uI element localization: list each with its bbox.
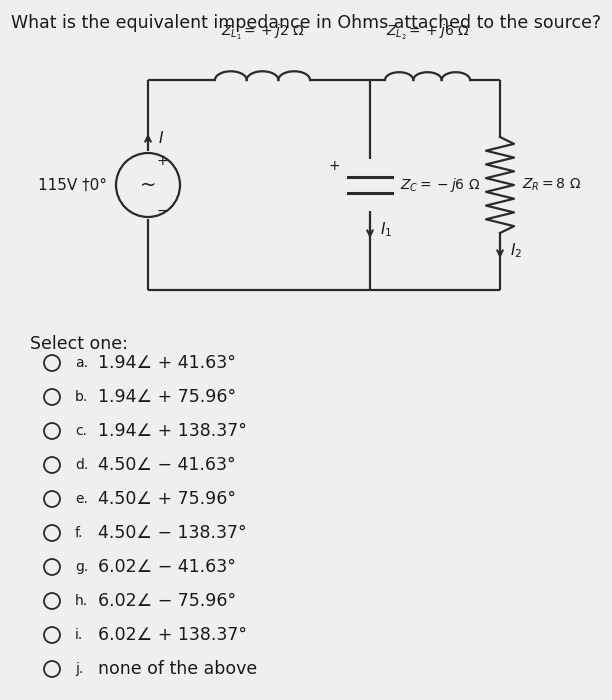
Text: d.: d. [75, 458, 88, 472]
Text: 4.50∠ + 75.96°: 4.50∠ + 75.96° [98, 490, 236, 508]
Text: 115V †0°: 115V †0° [39, 178, 108, 193]
Text: ~: ~ [140, 176, 156, 195]
Text: $I_2$: $I_2$ [510, 241, 522, 260]
Text: $Z_R= 8\ \Omega$: $Z_R= 8\ \Omega$ [522, 177, 581, 193]
Text: b.: b. [75, 390, 88, 404]
Text: +: + [329, 159, 340, 173]
Text: e.: e. [75, 492, 88, 506]
Text: 6.02∠ − 41.63°: 6.02∠ − 41.63° [98, 558, 236, 576]
Text: 1.94∠ + 138.37°: 1.94∠ + 138.37° [98, 422, 247, 440]
Text: f.: f. [75, 526, 83, 540]
Text: c.: c. [75, 424, 87, 438]
Text: −: − [156, 204, 168, 218]
Text: 1.94∠ + 41.63°: 1.94∠ + 41.63° [98, 354, 236, 372]
Text: none of the above: none of the above [98, 660, 257, 678]
Text: 1.94∠ + 75.96°: 1.94∠ + 75.96° [98, 388, 236, 406]
Text: $Z_C= -j6\ \Omega$: $Z_C= -j6\ \Omega$ [400, 176, 480, 194]
Text: What is the equivalent impedance in Ohms attached to the source?: What is the equivalent impedance in Ohms… [11, 14, 601, 32]
Text: +: + [156, 154, 168, 168]
Text: j.: j. [75, 662, 83, 676]
Text: a.: a. [75, 356, 88, 370]
Text: i.: i. [75, 628, 83, 642]
Text: $I_1$: $I_1$ [380, 220, 392, 239]
Text: $Z_{L_2}= +j6\ \Omega$: $Z_{L_2}= +j6\ \Omega$ [386, 23, 469, 42]
Text: 6.02∠ + 138.37°: 6.02∠ + 138.37° [98, 626, 247, 644]
Text: $I$: $I$ [158, 130, 164, 146]
Text: g.: g. [75, 560, 88, 574]
Text: 4.50∠ − 138.37°: 4.50∠ − 138.37° [98, 524, 247, 542]
Text: Select one:: Select one: [30, 335, 128, 353]
Text: h.: h. [75, 594, 88, 608]
Text: $Z_{L_1}= +j2\ \Omega$: $Z_{L_1}= +j2\ \Omega$ [221, 23, 304, 42]
Text: 6.02∠ − 75.96°: 6.02∠ − 75.96° [98, 592, 236, 610]
Text: 4.50∠ − 41.63°: 4.50∠ − 41.63° [98, 456, 236, 474]
